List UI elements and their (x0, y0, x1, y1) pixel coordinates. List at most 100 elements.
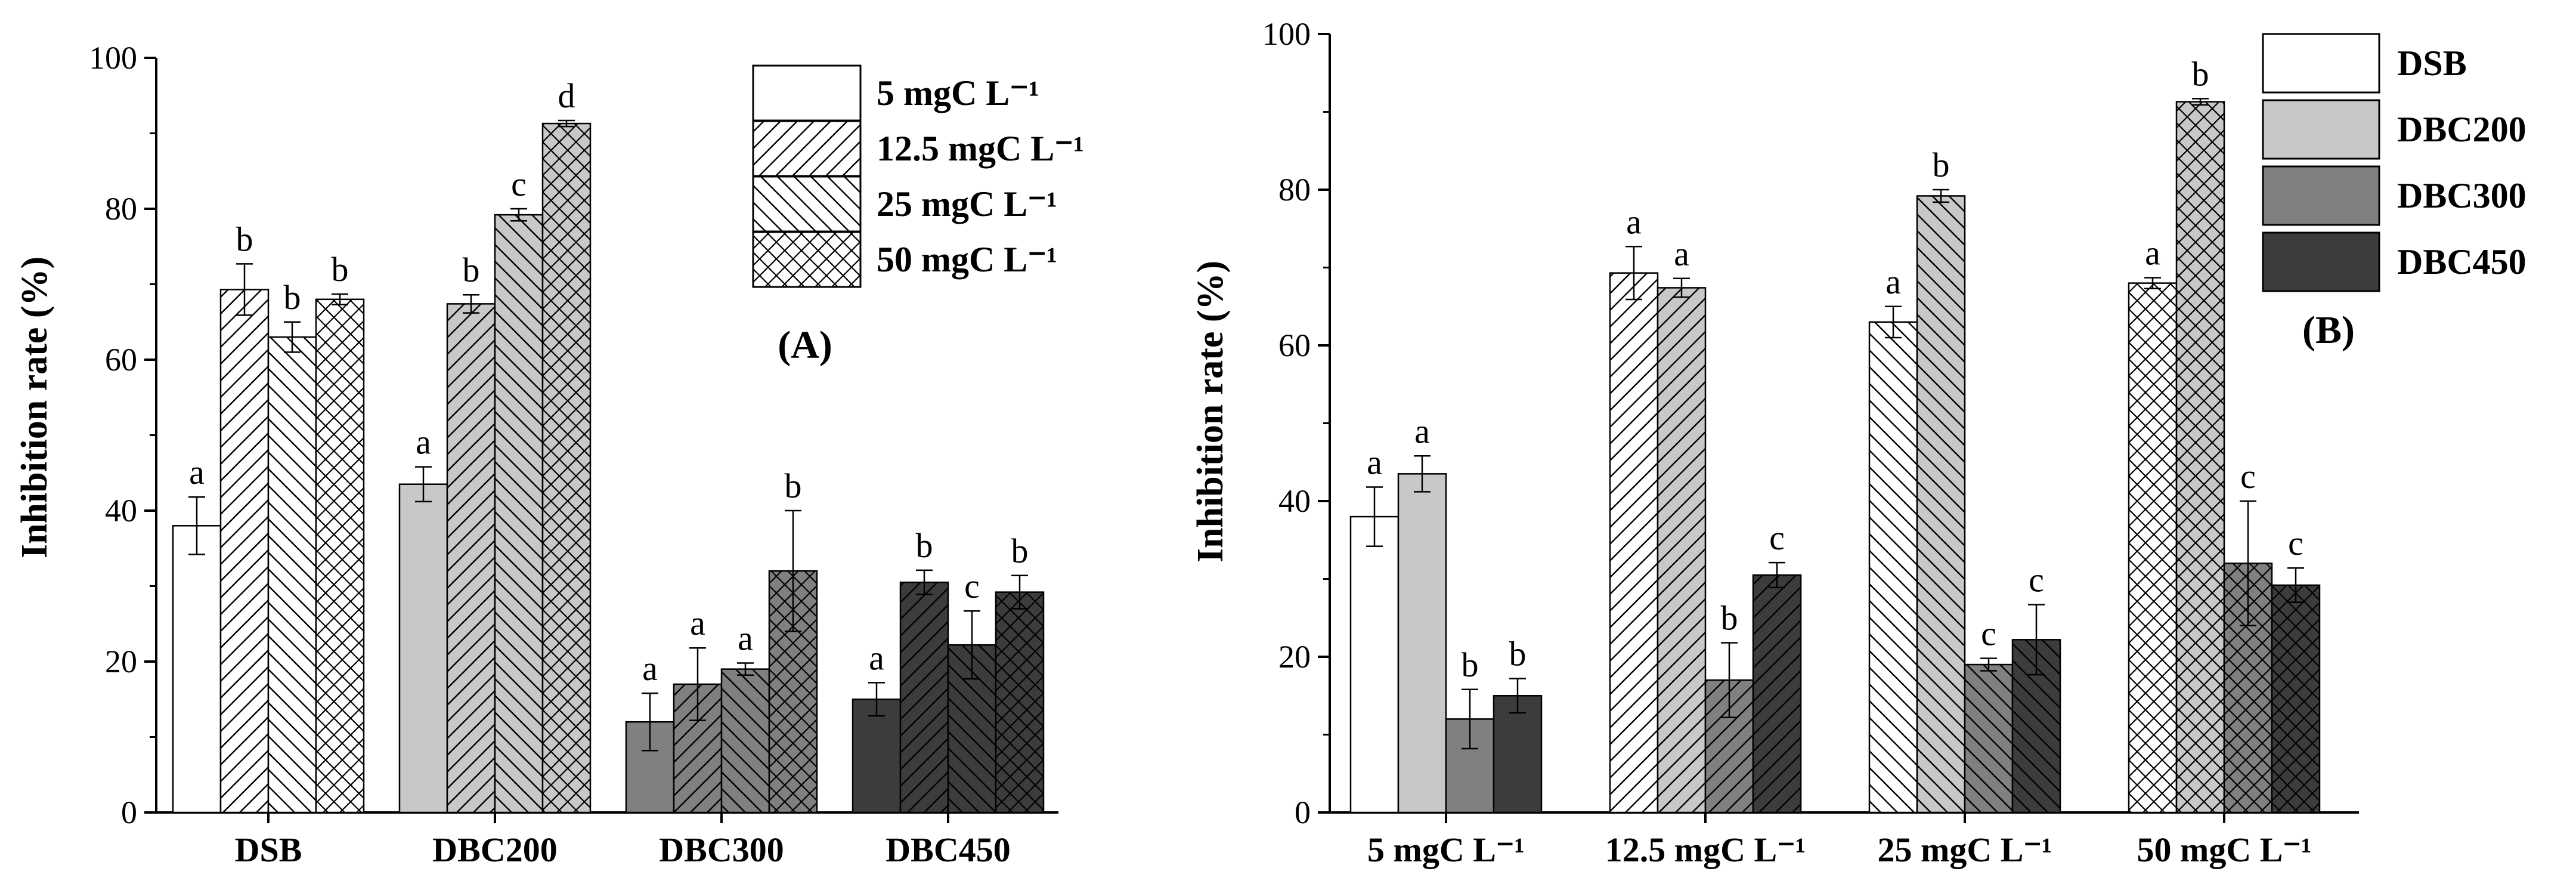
panel-b-y-tick-label: 20 (1278, 639, 1311, 675)
panel-b-category-label: 12.5 mgC L⁻¹ (1605, 830, 1806, 869)
panel-a-significance-letter: a (642, 649, 658, 688)
panel-a-bar-hatch (316, 299, 364, 812)
panel-a-bar-hatch (447, 304, 495, 812)
panel-a-bar (172, 525, 222, 814)
panel-b-category-labels: 5 mgC L⁻¹ 12.5 mgC L⁻¹ 25 mgC L⁻¹ 50 mgC L⁻… (1367, 812, 2311, 869)
panel-b-significance-letter: b (1462, 645, 1479, 684)
panel-b-significance-letter: b (1721, 599, 1738, 638)
panel-a-legend-swatch-hatch (753, 232, 860, 287)
panel-b-bar (1349, 515, 1400, 814)
panel-b-bar-hatch (1965, 665, 2012, 812)
panel-a-significance-letter: c (511, 165, 527, 203)
panel-a-bar (852, 699, 902, 814)
panel-a-significance-letter: a (690, 604, 705, 642)
panel-a-legend: 5 mgC L⁻¹ 12.5 mgC L⁻¹ 25 mgC L⁻¹ 50 mgC L⁻… (752, 64, 1084, 288)
panel-b-significance-letter: a (1674, 234, 1689, 273)
panel-b-category-label: 5 mgC L⁻¹ (1367, 830, 1525, 869)
panel-a-legend-swatch (752, 64, 862, 122)
panel-b-label: (B) (2302, 308, 2355, 352)
panel-a-y-ticks: 0 20 40 60 80 100 (89, 40, 156, 830)
panel-a-category-labels: DSB DBC200 DBC300 DBC450 (235, 812, 1011, 869)
panel-a-significance-letter: d (558, 76, 575, 115)
panel-b-significance-letter: a (1885, 262, 1901, 301)
panel-a-bar-hatch (221, 289, 268, 813)
panel-b-legend-swatch (2262, 231, 2380, 292)
panel-b-significance-letter: a (1367, 443, 1382, 482)
panel-b-significance-letter: b (2192, 54, 2209, 93)
panel-b-y-tick-label: 100 (1262, 16, 1311, 52)
panel-a-significance-letter: a (189, 453, 205, 492)
panel-b-bar-hatch (1917, 196, 1965, 813)
panel-a-bar (398, 483, 448, 814)
panel-b-y-axis-label: Inhibition rate (%) (1190, 261, 1231, 563)
panel-b-significance-letter: b (1933, 146, 1950, 184)
panel-b-significance-letter: c (2029, 561, 2044, 600)
panel-a-significance-letter: b (236, 220, 253, 258)
panel-a-bar-hatch (900, 582, 948, 812)
panel-b-significance-letter: c (2288, 524, 2303, 563)
panel-b-legend-label: DBC300 (2397, 176, 2527, 215)
panel-b-y-ticks: 0 20 40 60 80 100 (1262, 16, 1330, 830)
panel-a-label: (A) (778, 323, 832, 367)
panel-a-legend-label: 12.5 mgC L⁻¹ (877, 129, 1084, 168)
panel-b-significance-letter: a (1626, 202, 1642, 241)
panel-b-legend-swatch (2262, 33, 2380, 94)
panel-a-bar-hatch (996, 592, 1044, 812)
panel-a-bar-hatch (495, 215, 543, 812)
panel-a-y-tick-label: 80 (105, 191, 137, 227)
panel-b-bar-hatch (2272, 585, 2320, 812)
panel-a-significance-letter: a (869, 638, 884, 677)
panel-a-bar-hatch (268, 337, 316, 812)
panel-b-bar-hatch (1610, 273, 1658, 812)
panel-a-legend-label: 5 mgC L⁻¹ (877, 73, 1039, 113)
panel-a-legend-swatch-hatch (753, 121, 860, 176)
panel-b-legend-swatch (2262, 165, 2380, 226)
panel-b-significance-letter: a (1414, 412, 1430, 450)
panel-b-significance-letter: a (2145, 233, 2160, 272)
panel-a-significance-letter: b (916, 526, 933, 565)
panel-b-significance-letter: c (1981, 614, 1996, 653)
panel-b-legend-swatch (2262, 99, 2380, 160)
panel-a-category-label: DBC450 (886, 830, 1010, 869)
panel-b-legend-label: DBC200 (2397, 110, 2527, 149)
panel-a-significance-letter: b (1011, 532, 1029, 570)
panel-a-category-label: DSB (235, 830, 302, 869)
panel-a-legend-label: 25 mgC L⁻¹ (877, 184, 1057, 224)
panel-a-significance-letter: b (284, 278, 301, 317)
panel-b-y-tick-label: 60 (1278, 327, 1311, 363)
panel-b-significance-letter: c (1769, 518, 1785, 557)
panel-b-bar (1397, 473, 1447, 814)
panel-a-bar-hatch (722, 669, 769, 812)
panel-a-bar-hatch (543, 123, 590, 813)
panel-b-significance-letter: b (1509, 635, 1527, 673)
panel-a-y-tick-label: 20 (105, 644, 137, 679)
panel-a-y-tick-label: 0 (121, 795, 137, 830)
panel-b-y-tick-label: 80 (1278, 172, 1311, 208)
panel-b-y-tick-label: 40 (1278, 483, 1311, 519)
panel-b-bar-hatch (1869, 322, 1917, 812)
panel-a-significance-letter: a (738, 619, 753, 658)
panel-a-significance-letter: b (785, 466, 802, 505)
panel-a-significance-letter: a (416, 423, 431, 462)
panel-b-legend-label: DBC450 (2397, 242, 2527, 282)
panel-b-bar-hatch (1753, 574, 1801, 812)
panel-a-legend-label: 50 mgC L⁻¹ (877, 240, 1057, 279)
panel-b-category-label: 25 mgC L⁻¹ (1878, 830, 2052, 869)
panel-b-category-label: 50 mgC L⁻¹ (2137, 830, 2312, 869)
panel-b-bar (1493, 695, 1543, 814)
panel-b-legend: DSB DBC200 DBC300 DBC450 (2262, 33, 2527, 292)
panel-b-bar-hatch (2176, 101, 2224, 812)
panel-b-bar-hatch (2129, 283, 2176, 813)
panel-a-significance-letter: b (463, 251, 480, 289)
panel-a-y-tick-label: 60 (105, 342, 137, 378)
panel-a-y-tick-label: 100 (89, 40, 137, 76)
panel-a-category-label: DBC300 (659, 830, 784, 869)
panel-a-y-tick-label: 40 (105, 493, 137, 529)
panel-b-y-tick-label: 0 (1295, 795, 1311, 830)
panel-a-y-axis-label: Inhibition rate (%) (14, 257, 55, 558)
panel-a-significance-letter: b (332, 250, 349, 289)
